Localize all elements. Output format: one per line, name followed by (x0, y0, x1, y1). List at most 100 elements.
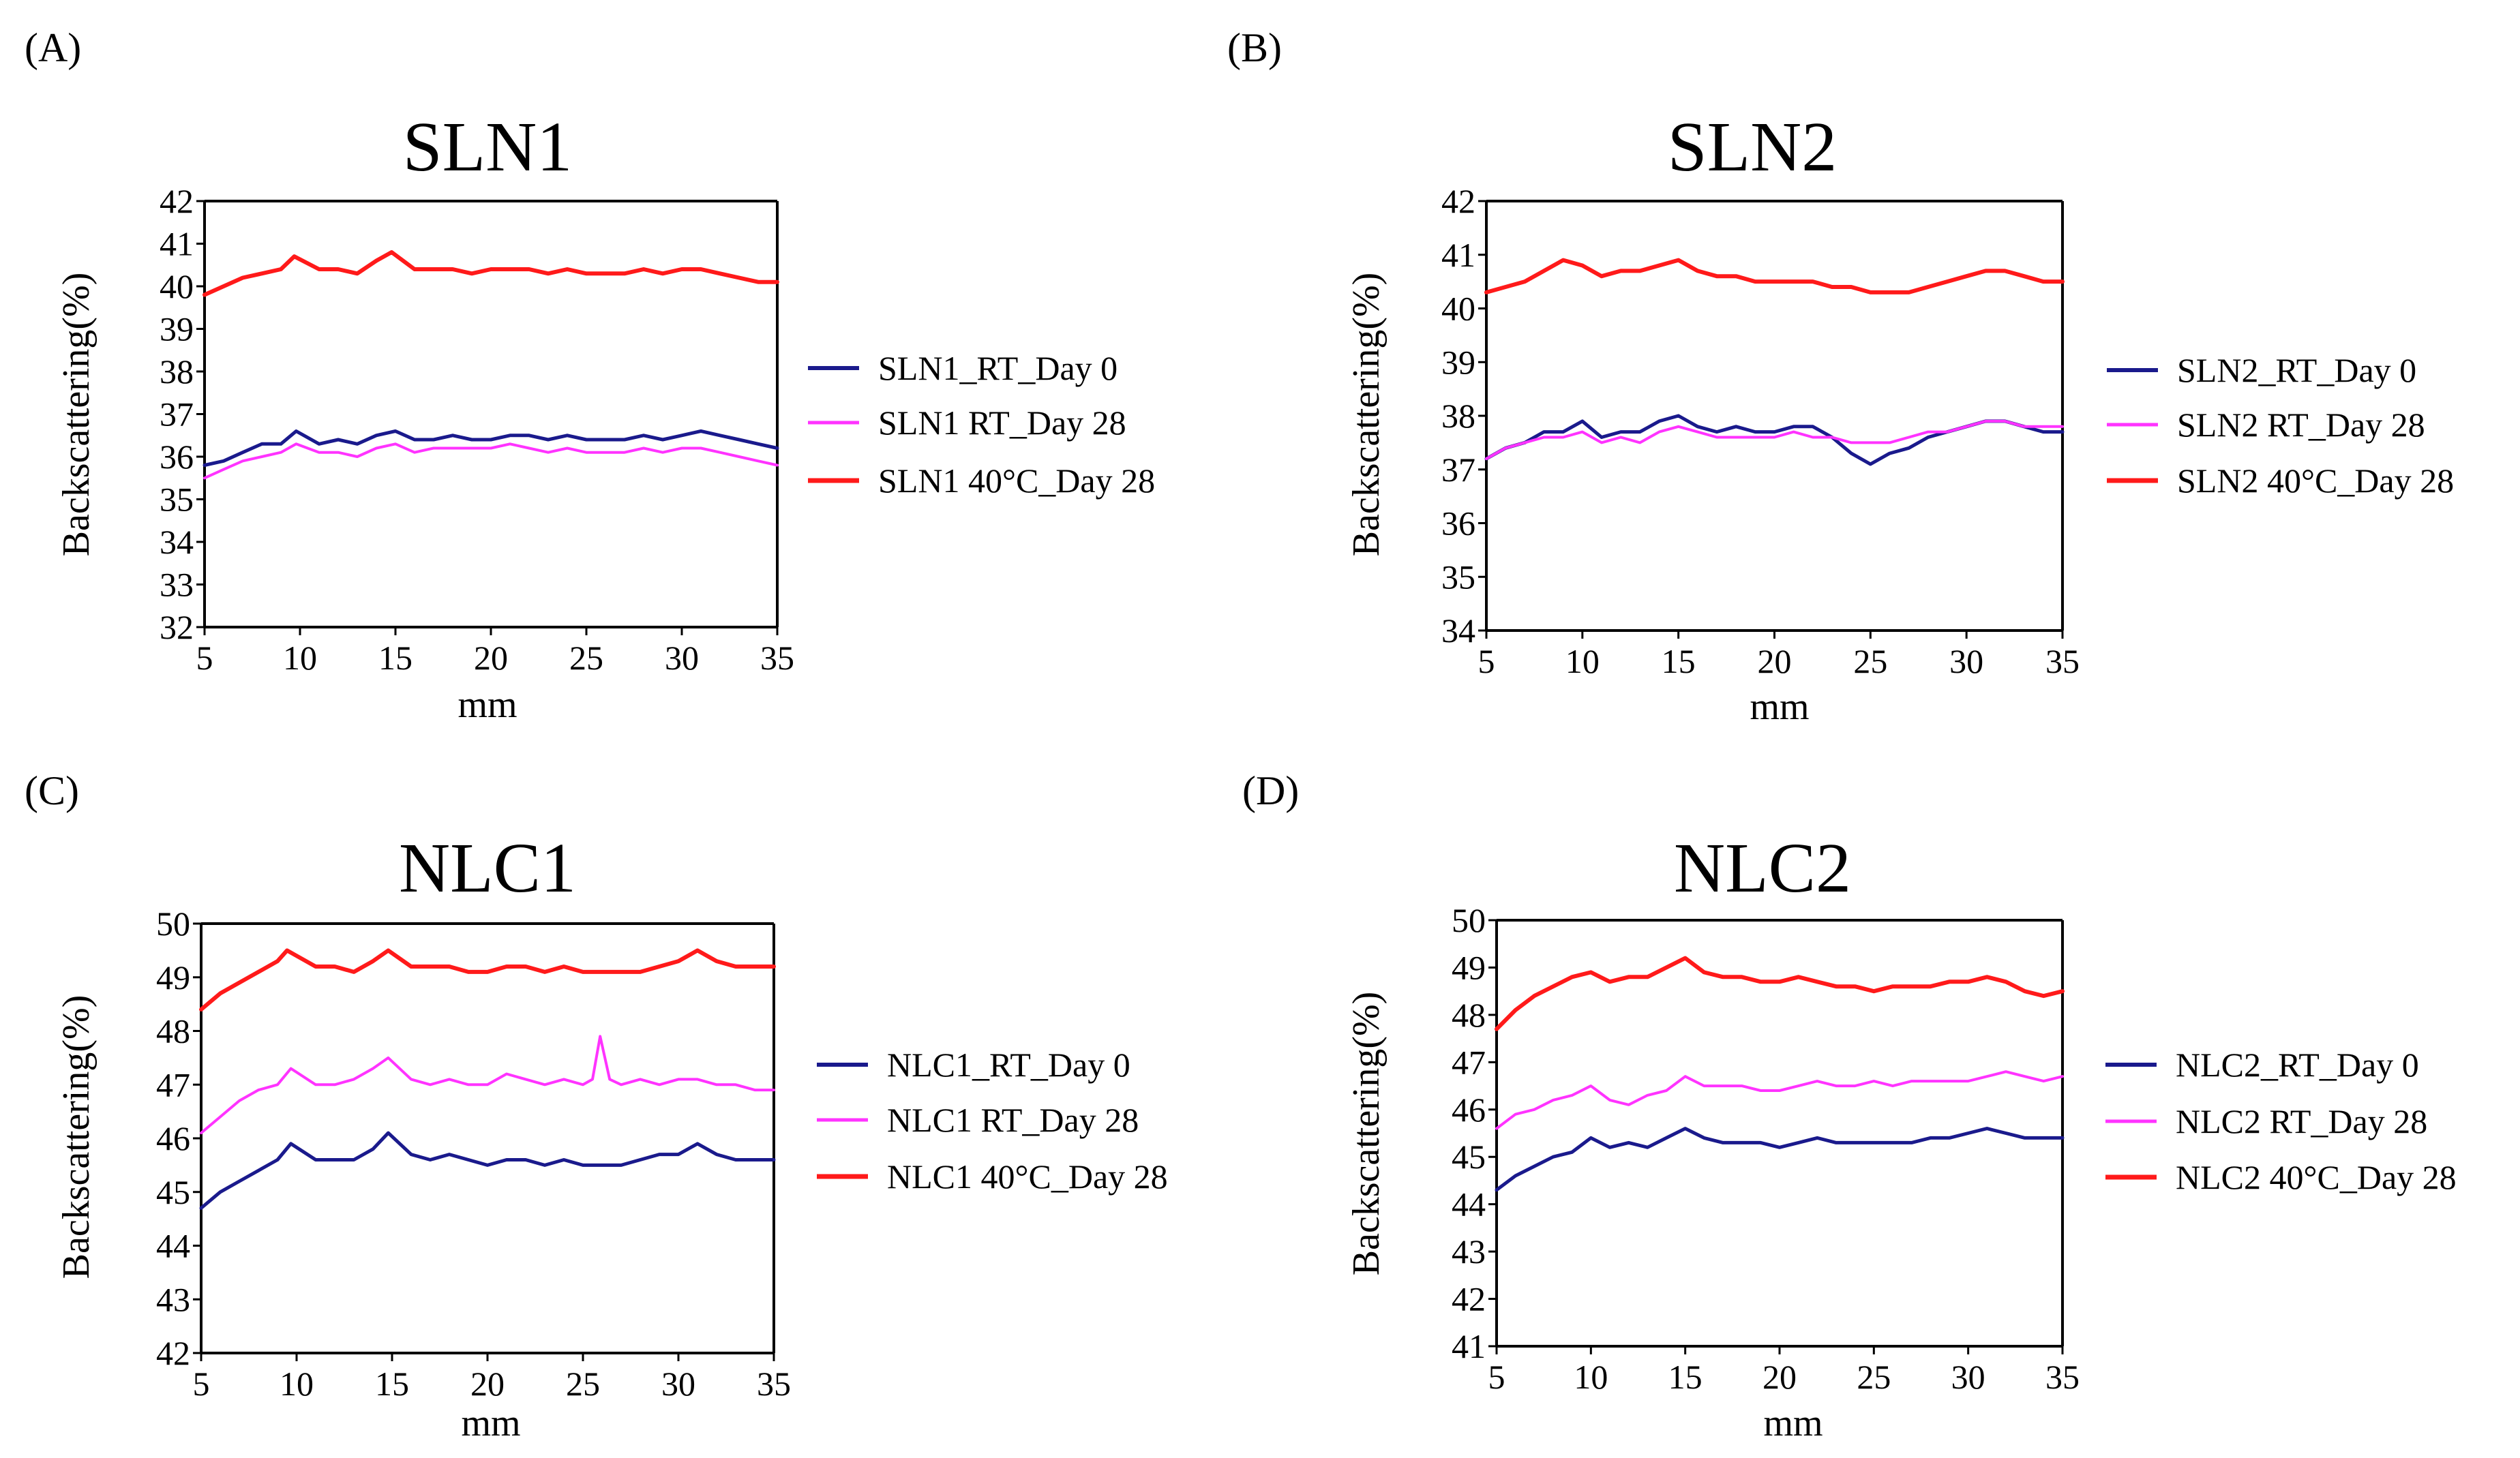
legend-label: SLN2 40°C_Day 28 (2177, 461, 2454, 500)
y-tick-label: 47 (156, 1065, 190, 1104)
legend-label: SLN1_RT_Day 0 (878, 349, 1118, 387)
x-tick-label: 25 (569, 639, 603, 677)
y-tick-label: 37 (160, 395, 194, 434)
x-axis-label: mm (461, 1402, 520, 1444)
legend-label: NLC1 40°C_Day 28 (887, 1157, 1168, 1196)
panel-label: (D) (1242, 768, 1299, 813)
series-line-3 (199, 948, 776, 1012)
y-tick-label: 36 (160, 438, 194, 476)
x-tick-label: 30 (661, 1365, 695, 1403)
legend-label: SLN2 RT_Day 28 (2177, 406, 2425, 444)
x-tick-label: 10 (1565, 642, 1600, 680)
x-tick-label: 35 (757, 1365, 791, 1403)
legend-label: SLN1 RT_Day 28 (878, 404, 1126, 442)
y-tick-label: 32 (160, 608, 194, 646)
x-tick-label: 15 (378, 639, 412, 677)
chart-title: NLC2 (1674, 829, 1851, 907)
x-tick-label: 5 (196, 639, 213, 677)
y-tick-label: 40 (1441, 290, 1475, 328)
x-tick-label: 30 (665, 639, 699, 677)
y-tick-label: 42 (160, 182, 194, 220)
x-tick-label: 20 (1762, 1358, 1797, 1396)
x-tick-label: 20 (474, 639, 508, 677)
series-line-1 (1495, 1127, 2065, 1192)
y-axis-label: Backscattering(%) (55, 995, 97, 1279)
panel-label: (A) (25, 25, 81, 70)
series-line-2 (200, 1035, 775, 1135)
y-tick-label: 49 (1452, 948, 1486, 986)
x-tick-label: 35 (2045, 642, 2080, 680)
legend-label: SLN1 40°C_Day 28 (878, 461, 1155, 500)
legend-label: NLC1 RT_Day 28 (887, 1101, 1139, 1139)
series-line-3 (1495, 956, 2065, 1031)
y-tick-label: 44 (1452, 1185, 1486, 1224)
y-axis-label: Backscattering(%) (1345, 992, 1388, 1276)
x-tick-label: 10 (283, 639, 317, 677)
x-tick-label: 15 (1668, 1358, 1702, 1396)
chart-panel-sln1: (A) SLN1 5 10 15 20 25 30 35 32 33 34 35 36 37 38 39 40 41… (25, 25, 1155, 726)
legend-label: NLC1_RT_Day 0 (887, 1046, 1130, 1084)
x-tick-label: 35 (760, 639, 794, 677)
chart-panel-sln2: (B) SLN2 5 10 15 20 25 30 35 34 35 36 37 38 39 40 41 42 mm… (1227, 25, 2454, 728)
x-tick-label: 30 (1949, 642, 1983, 680)
y-axis-label: Backscattering(%) (55, 273, 97, 557)
y-tick-label: 40 (160, 267, 194, 305)
y-tick-label: 33 (160, 566, 194, 604)
y-tick-label: 47 (1452, 1043, 1486, 1081)
x-tick-label: 20 (1758, 642, 1792, 680)
y-tick-label: 35 (1441, 558, 1475, 596)
y-tick-label: 39 (1441, 343, 1475, 381)
series-line-1 (199, 1131, 776, 1210)
panel-label: (B) (1227, 25, 1282, 70)
y-tick-label: 46 (156, 1119, 190, 1157)
x-tick-label: 10 (1574, 1358, 1608, 1396)
x-tick-label: 20 (470, 1365, 505, 1403)
y-tick-label: 46 (1452, 1091, 1486, 1129)
x-tick-label: 35 (2045, 1358, 2080, 1396)
y-tick-label: 42 (1441, 182, 1475, 220)
y-tick-label: 41 (160, 225, 194, 263)
x-tick-label: 30 (1951, 1358, 1985, 1396)
y-tick-label: 41 (1452, 1327, 1486, 1365)
y-tick-label: 43 (1452, 1232, 1486, 1271)
y-tick-label: 38 (160, 352, 194, 391)
x-tick-label: 25 (1853, 642, 1887, 680)
series-line-2 (1495, 1070, 2064, 1130)
legend-label: SLN2_RT_Day 0 (2177, 351, 2416, 389)
y-tick-label: 48 (156, 1012, 190, 1050)
series-line-2 (203, 442, 779, 480)
x-tick-label: 5 (1478, 642, 1495, 680)
y-tick-label: 48 (1452, 996, 1486, 1034)
y-tick-label: 38 (1441, 397, 1475, 435)
y-tick-label: 45 (156, 1173, 190, 1211)
panel-label: (C) (25, 768, 79, 813)
x-tick-label: 5 (1488, 1358, 1505, 1396)
y-tick-label: 49 (156, 958, 190, 997)
y-tick-label: 42 (156, 1334, 190, 1372)
chart-title: NLC1 (399, 829, 576, 907)
chart-title: SLN2 (1668, 108, 1837, 186)
legend-label: NLC2 40°C_Day 28 (2176, 1158, 2457, 1196)
chart-title: SLN1 (403, 108, 572, 186)
legend-label: NLC2_RT_Day 0 (2176, 1046, 2419, 1084)
x-axis-label: mm (1750, 686, 1809, 728)
y-tick-label: 34 (1441, 611, 1475, 650)
x-axis-label: mm (1763, 1402, 1822, 1444)
y-tick-label: 42 (1452, 1280, 1486, 1318)
x-tick-label: 15 (1662, 642, 1696, 680)
series-line-2 (1485, 419, 2064, 460)
y-axis-label: Backscattering(%) (1345, 273, 1388, 557)
y-tick-label: 50 (156, 905, 190, 943)
chart-panel-nlc1: (C) NLC1 5 10 15 20 25 30 35 42 43 44 45 46 47 48 49 50 mm… (25, 768, 1168, 1444)
series-line-1 (202, 429, 779, 467)
x-tick-label: 5 (193, 1365, 210, 1403)
series-line-3 (1484, 258, 2065, 294)
y-tick-label: 34 (160, 523, 194, 561)
x-axis-label: mm (457, 684, 517, 726)
y-tick-label: 44 (156, 1227, 190, 1265)
y-tick-label: 37 (1441, 451, 1475, 489)
y-tick-label: 45 (1452, 1138, 1486, 1176)
y-tick-label: 36 (1441, 504, 1475, 543)
y-tick-label: 35 (160, 481, 194, 519)
